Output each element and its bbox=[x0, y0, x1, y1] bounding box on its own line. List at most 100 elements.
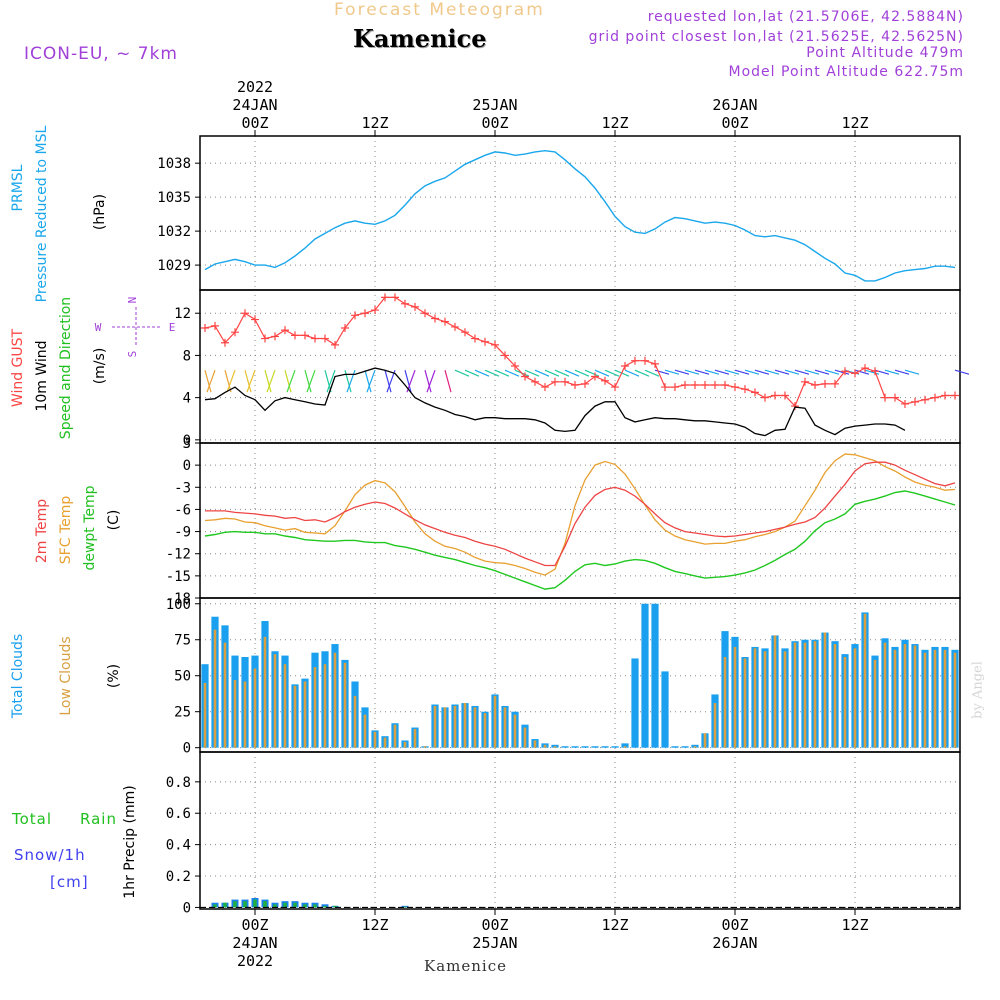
bottom-date-label-0: 24JAN bbox=[232, 934, 277, 952]
precip-rain-bar-19 bbox=[403, 906, 407, 908]
ytick-label-precip-1: 0.2 bbox=[166, 869, 191, 885]
low-cloud-bar-28 bbox=[483, 713, 487, 748]
low-cloud-bar-13 bbox=[333, 652, 337, 748]
station-name: Kamenice bbox=[353, 24, 487, 53]
total-cloud-bar-39 bbox=[591, 746, 599, 748]
wind-arrow-29 bbox=[494, 369, 510, 377]
bottom-time-label-0: 00Z bbox=[241, 916, 268, 934]
wind-arrow-23 bbox=[426, 369, 436, 393]
bottom-time-label-5: 12Z bbox=[841, 916, 868, 934]
wind-arrow-59 bbox=[794, 369, 810, 375]
chart-title: Forecast Meteogram bbox=[334, 0, 545, 20]
ytick-label-temp-1: 0 bbox=[183, 458, 191, 474]
precip-legend-cm: [cm] bbox=[50, 873, 89, 891]
wind-arrow-70 bbox=[904, 369, 920, 375]
gust-marker-22 bbox=[421, 309, 429, 318]
gust-marker-39 bbox=[591, 372, 599, 381]
low-cloud-bar-35 bbox=[553, 746, 557, 748]
low-cloud-bar-69 bbox=[893, 649, 897, 748]
t2m-line bbox=[205, 461, 956, 567]
gridpoint-coords: grid point closest lon,lat (21.5625E, 42… bbox=[588, 29, 964, 45]
low-cloud-bar-50 bbox=[703, 733, 707, 748]
ytick-label-clouds-3: 75 bbox=[174, 633, 191, 649]
gust-marker-59 bbox=[791, 402, 799, 411]
low-cloud-bar-71 bbox=[913, 645, 917, 748]
wind-arrow-22 bbox=[424, 370, 432, 393]
gust-marker-60 bbox=[801, 377, 809, 386]
gust-marker-70 bbox=[901, 399, 909, 408]
gust-marker-49 bbox=[691, 380, 699, 389]
total-cloud-bar-49 bbox=[691, 744, 699, 748]
low-cloud-bar-20 bbox=[403, 741, 407, 748]
wind-arrow-53 bbox=[734, 369, 750, 375]
gust-marker-24 bbox=[441, 317, 449, 326]
gust-marker-37 bbox=[571, 380, 579, 389]
low-cloud-bar-25 bbox=[453, 705, 457, 748]
wind-arrow-62 bbox=[824, 369, 840, 375]
ytick-label-wind-1: 4 bbox=[183, 391, 191, 407]
low-cloud-bar-49 bbox=[693, 746, 697, 748]
gust-marker-33 bbox=[531, 377, 539, 386]
wind-arrow-16 bbox=[364, 370, 372, 393]
gust-marker-34 bbox=[541, 383, 549, 392]
gust-marker-7 bbox=[271, 332, 279, 341]
gust-marker-64 bbox=[841, 367, 849, 376]
gust-marker-13 bbox=[331, 340, 339, 349]
gust-marker-66 bbox=[861, 364, 869, 373]
gust-marker-74 bbox=[941, 391, 949, 400]
gust-marker-3 bbox=[231, 328, 239, 337]
precip-legend-snow: Snow/1h bbox=[14, 846, 86, 864]
gust-marker-51 bbox=[711, 380, 719, 389]
gust-marker-31 bbox=[511, 361, 519, 370]
precip-rain-bar-4 bbox=[253, 899, 257, 908]
compass-e: E bbox=[169, 321, 176, 334]
wind-arrow-25 bbox=[454, 369, 470, 377]
low-cloud-bar-42 bbox=[623, 746, 627, 748]
precip-rain-bar-7 bbox=[283, 902, 287, 908]
low-cloud-bar-70 bbox=[903, 644, 907, 748]
compass-cross-icon bbox=[112, 307, 160, 347]
low-cloud-bar-19 bbox=[393, 724, 397, 748]
gust-marker-54 bbox=[741, 385, 749, 394]
top-time-label-1: 12Z bbox=[361, 114, 388, 132]
wind-arrow-4 bbox=[244, 370, 252, 393]
low-cloud-bar-32 bbox=[523, 727, 527, 748]
gust-marker-43 bbox=[631, 356, 639, 365]
low-cloud-bar-68 bbox=[883, 642, 887, 748]
precip-rain-bar-11 bbox=[323, 905, 327, 908]
low-cloud-bar-55 bbox=[753, 648, 757, 748]
total-cloud-bar-38 bbox=[581, 746, 589, 748]
low-cloud-bar-66 bbox=[863, 613, 867, 748]
wind-arrow-40 bbox=[604, 369, 620, 377]
gust-marker-26 bbox=[461, 328, 469, 337]
requested-coords: requested lon,lat (21.5706E, 42.5884N) bbox=[647, 9, 964, 25]
low-cloud-bar-7 bbox=[273, 654, 277, 748]
gust-marker-36 bbox=[561, 377, 569, 386]
low-cloud-bar-23 bbox=[433, 705, 437, 748]
wind-arrow-58 bbox=[784, 369, 800, 375]
wind-arrow-69 bbox=[894, 369, 910, 375]
total-cloud-bar-41 bbox=[611, 746, 619, 748]
wind-arrow-2 bbox=[224, 370, 232, 393]
ytick-label-temp-3: -6 bbox=[174, 502, 191, 518]
gust-marker-2 bbox=[221, 338, 229, 347]
ytick-label-precip-0: 0 bbox=[183, 900, 191, 916]
wind-arrow-63 bbox=[834, 369, 850, 375]
gust-marker-71 bbox=[911, 397, 919, 406]
wind-arrow-54 bbox=[744, 369, 760, 375]
wind-arrow-13 bbox=[326, 369, 336, 393]
gust-marker-23 bbox=[431, 314, 439, 323]
wind-arrow-5 bbox=[246, 369, 256, 393]
gust-marker-8 bbox=[281, 326, 289, 335]
low-cloud-bar-65 bbox=[853, 648, 857, 748]
precip-rain-bar-5 bbox=[263, 901, 267, 908]
low-cloud-bar-5 bbox=[253, 668, 257, 748]
wind-arrow-8 bbox=[284, 370, 292, 393]
bottom-date-label-2: 25JAN bbox=[472, 934, 517, 952]
gust-marker-0 bbox=[201, 323, 209, 332]
total-cloud-bar-45 bbox=[651, 603, 659, 748]
gust-marker-69 bbox=[891, 393, 899, 402]
low-cloud-bar-4 bbox=[243, 681, 247, 748]
precip-legend-total: Total bbox=[12, 810, 53, 828]
gust-marker-29 bbox=[491, 340, 499, 349]
